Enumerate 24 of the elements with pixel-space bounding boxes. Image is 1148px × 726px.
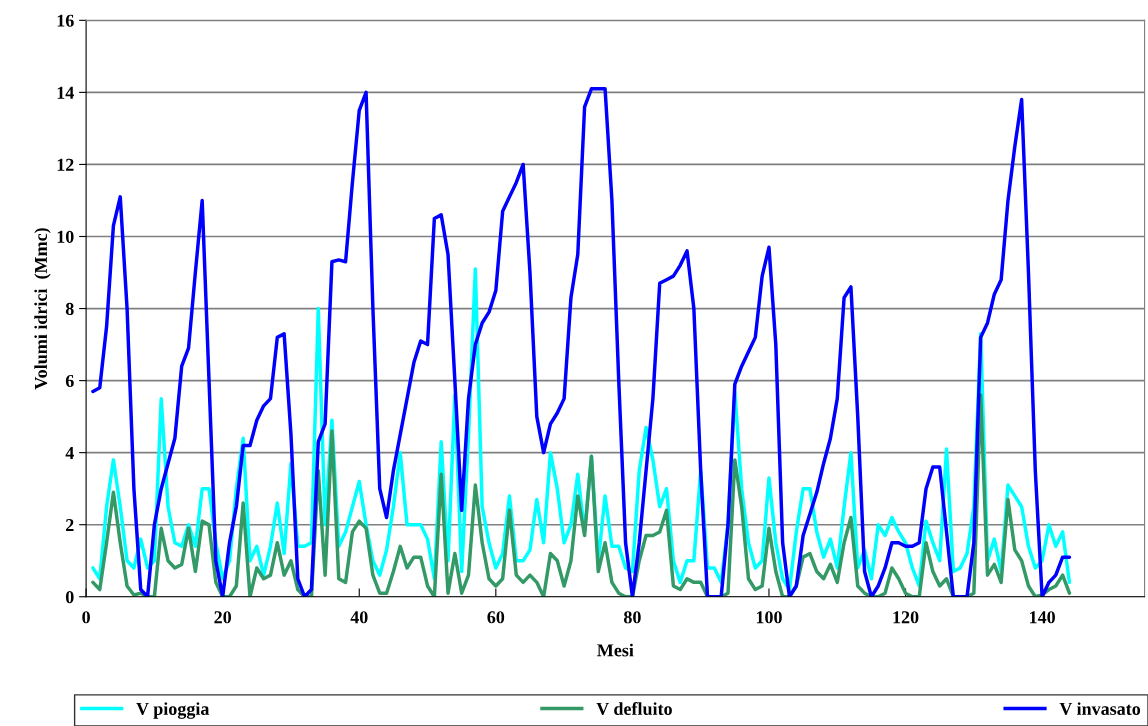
y-tick-label: 2 [66,519,74,531]
legend-label: V invasato [1059,702,1141,716]
y-axis-title: Volumi idrici (Mmc) [34,228,51,390]
y-tick-label: 6 [65,374,74,388]
x-tick-label: 20 [214,611,232,624]
x-axis-title: Mesi [597,643,634,657]
y-tick-label: 14 [57,86,74,99]
line-series [91,87,1072,597]
y-tick-label: 10 [57,230,74,243]
y-tick-label: 12 [57,158,74,171]
x-tick-label: 40 [350,611,368,624]
y-tick-label: 16 [57,14,74,27]
x-tick-label: 140 [1030,611,1055,624]
x-tick-label: 80 [623,611,641,624]
x-tick-label: 0 [82,611,90,624]
x-tick-label: 120 [893,611,919,624]
legend-label: V pioggia [136,702,210,719]
x-tick-label: 60 [487,611,505,624]
y-tick-label: 4 [65,447,74,459]
legend-label: V defluito [596,702,672,716]
x-tick-label: 100 [756,611,782,624]
y-tick-label: 0 [65,591,74,604]
line-series [91,393,1072,597]
y-tick-label: 8 [65,302,74,315]
